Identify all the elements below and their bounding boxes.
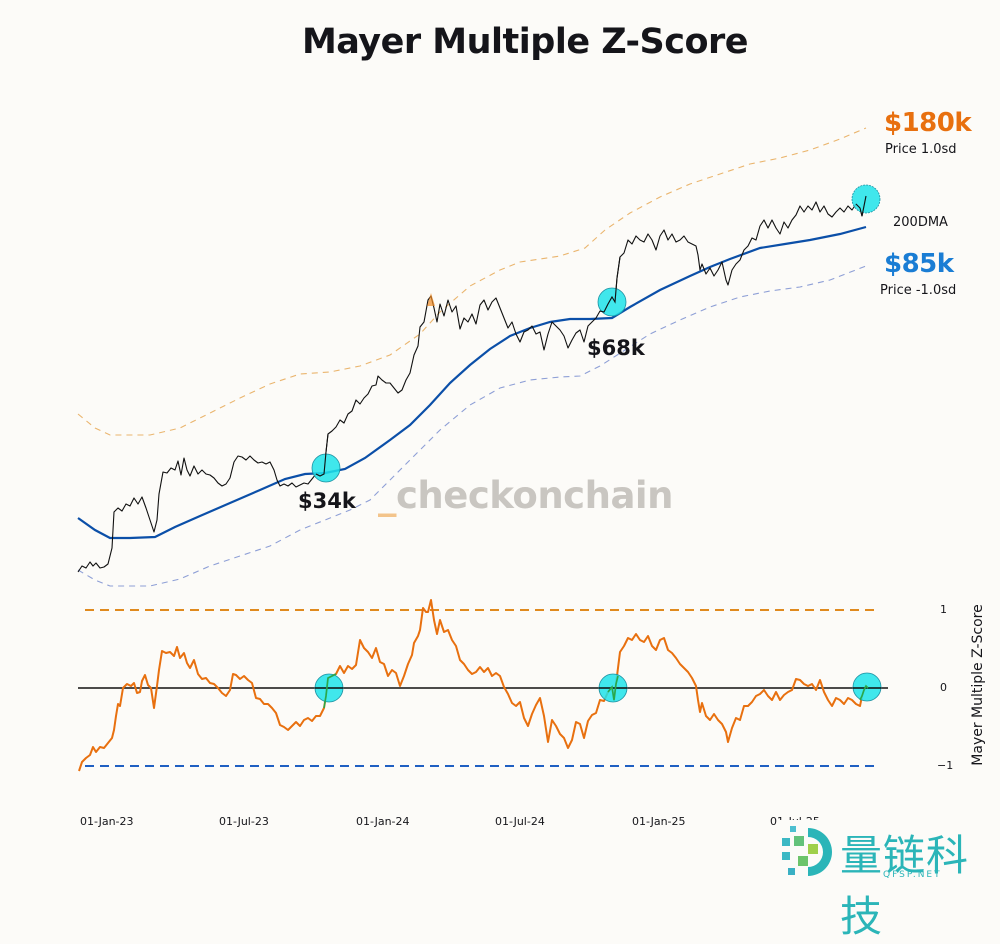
upper-band-price-label: $180k (884, 108, 972, 138)
highlight-circle-price-1 (311, 453, 341, 483)
brand-logo-subtext: QFSP.NET (883, 870, 942, 880)
y-tick-minus1: −1 (937, 759, 954, 772)
dma200-line (77, 225, 867, 540)
chart-canvas (77, 127, 888, 772)
cross-annotation-34k: $34k (298, 489, 356, 513)
y-tick-zero: 0 (940, 681, 947, 694)
lower-band-caption: Price -1.0sd (880, 283, 957, 298)
x-tick-jan-24: 01-Jan-24 (356, 815, 410, 828)
lower-band-price-label: $85k (884, 249, 954, 279)
watermark-text: checkonchain (396, 474, 673, 517)
x-tick-jan-23: 01-Jan-23 (80, 815, 134, 828)
zscore-panel (78, 599, 888, 772)
y-tick-plus1: 1 (940, 603, 947, 616)
brand-logo: 量链科技 QFSP.NET (778, 820, 1000, 941)
brand-logo-text: 量链科技 (840, 831, 970, 941)
price-panel (77, 127, 881, 587)
price-line (77, 195, 867, 573)
chart-title: Mayer Multiple Z-Score (301, 22, 749, 62)
x-tick-jul-23: 01-Jul-23 (219, 815, 269, 828)
brand-logo-icon (782, 826, 832, 876)
watermark: _checkonchain (378, 474, 673, 517)
watermark-underscore: _ (378, 474, 397, 517)
y-axis-label: Mayer Multiple Z-Score (970, 604, 986, 766)
lower-band-line (77, 265, 867, 587)
x-tick-jul-24: 01-Jul-24 (495, 815, 545, 828)
highlight-circle-price-3 (851, 184, 881, 214)
upper-band-caption: Price 1.0sd (885, 142, 957, 157)
zscore-line (78, 599, 867, 772)
cross-annotation-68k: $68k (587, 336, 645, 360)
dma200-label: 200DMA (893, 215, 948, 230)
upper-band-line (77, 127, 867, 436)
x-tick-jan-25: 01-Jan-25 (632, 815, 686, 828)
